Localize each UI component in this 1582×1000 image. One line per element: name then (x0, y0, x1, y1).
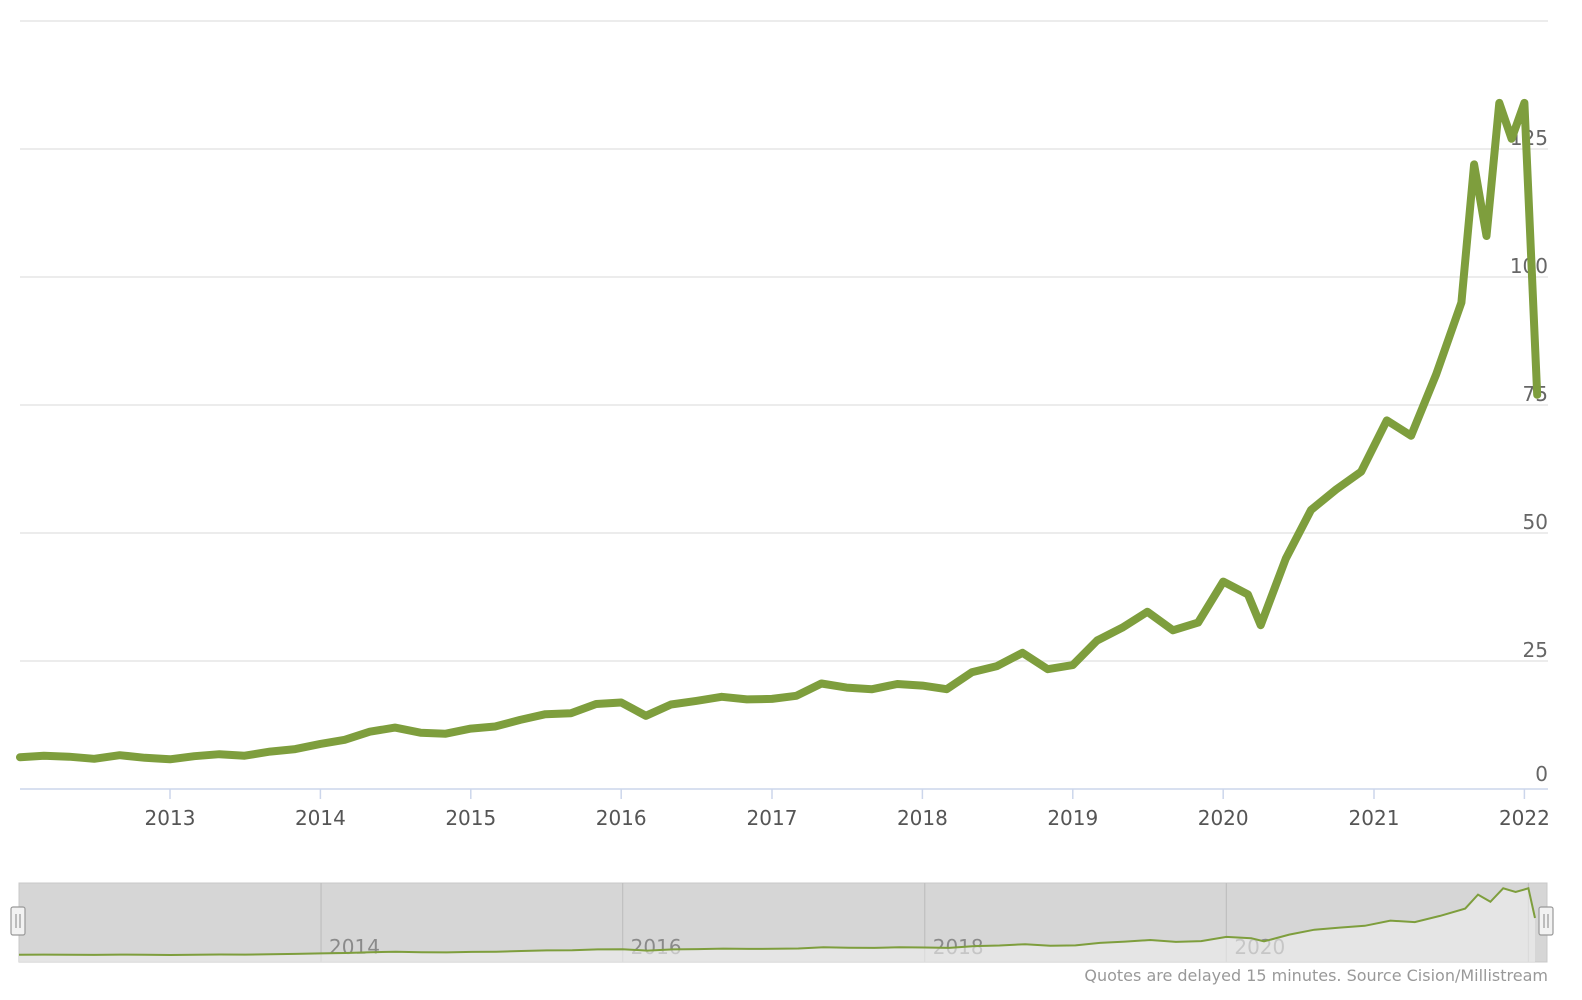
y-tick-label: 50 (1523, 510, 1548, 534)
y-tick-label: 25 (1523, 638, 1548, 662)
x-tick-label: 2020 (1198, 806, 1249, 830)
x-tick-label: 2015 (445, 806, 496, 830)
navigator-left-handle[interactable] (10, 906, 26, 936)
drag-handle-icon[interactable] (1538, 906, 1554, 936)
credits-text[interactable]: Quotes are delayed 15 minutes. Source Ci… (1084, 966, 1548, 985)
navigator-right-handle[interactable] (1538, 906, 1554, 936)
navigator-series-area (19, 888, 1535, 962)
y-gridlines (20, 20, 1548, 662)
x-tick-label: 2016 (596, 806, 647, 830)
drag-handle-icon[interactable] (10, 906, 26, 936)
x-axis-labels: 2013 2014 2015 2016 2017 2018 2019 2020 2021 2022 (145, 789, 1550, 830)
y-tick-label: 0 (1535, 762, 1548, 786)
x-tick-label: 2022 (1499, 806, 1550, 830)
x-tick-label: 2014 (295, 806, 346, 830)
price-series-line[interactable] (16, 98, 1542, 764)
x-tick-label: 2019 (1047, 806, 1098, 830)
navigator-series-line (18, 887, 1536, 957)
x-tick-label: 2013 (145, 806, 196, 830)
x-tick-label: 2021 (1349, 806, 1400, 830)
x-tick-label: 2018 (897, 806, 948, 830)
x-tick-label: 2017 (747, 806, 798, 830)
navigator[interactable]: 2014201620182020 (10, 882, 1554, 963)
